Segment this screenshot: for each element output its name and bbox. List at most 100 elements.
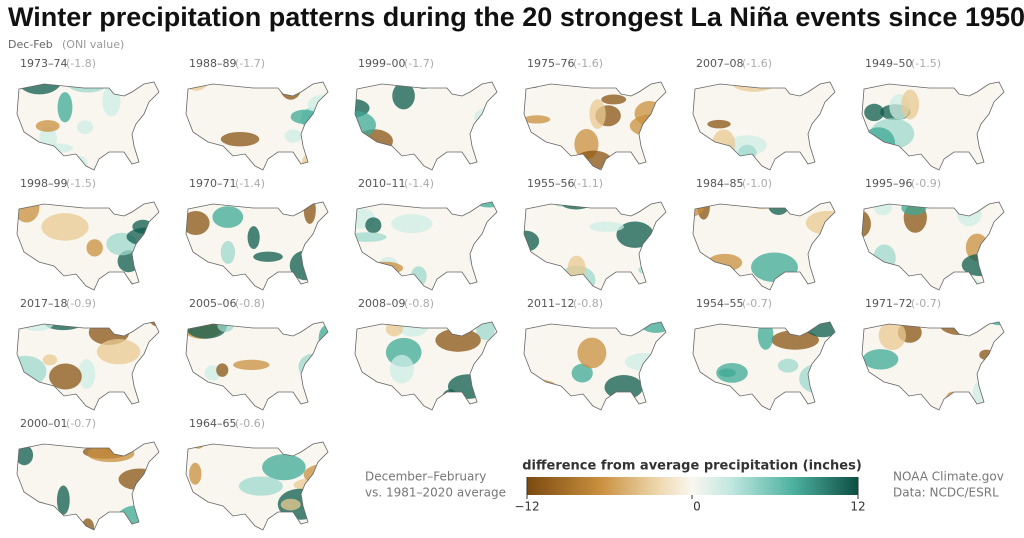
- precip-area: [57, 92, 73, 123]
- panel-years: 1954–55: [696, 297, 744, 310]
- precip-area: [96, 338, 141, 365]
- precip-area: [751, 252, 798, 282]
- precip-area: [524, 230, 540, 252]
- panel-years: 1999–00: [358, 57, 406, 70]
- precip-area: [543, 399, 583, 410]
- precip-area: [303, 463, 328, 486]
- us-map: [185, 441, 329, 531]
- map-panel: 1970–71(-1.4): [185, 177, 329, 291]
- precip-area: [238, 476, 283, 496]
- us-map: [185, 321, 329, 411]
- precip-area: [979, 349, 994, 361]
- precip-area: [519, 311, 559, 320]
- precip-area: [738, 144, 757, 162]
- precip-area: [186, 442, 211, 444]
- map-panel: 1954–55(-0.7): [692, 297, 836, 411]
- legend-title: difference from average precipitation (i…: [522, 459, 862, 474]
- precip-area: [186, 322, 227, 339]
- precip-area: [56, 485, 70, 515]
- baseline-note: vs. 1981–2020 average: [365, 486, 506, 500]
- precip-area: [132, 219, 154, 234]
- precip-area: [189, 462, 202, 485]
- precip-area: [49, 363, 82, 390]
- panel-years: 1984–85: [696, 177, 744, 190]
- precip-area: [81, 518, 95, 530]
- us-map: [523, 81, 667, 171]
- panel-oni: (-1.7): [404, 57, 434, 70]
- legend-colorbar: [527, 477, 858, 495]
- precip-area: [78, 359, 96, 390]
- map-panel: 2011–12(-0.8): [519, 297, 667, 411]
- precip-area: [524, 82, 543, 89]
- us-map: [519, 311, 667, 411]
- precip-area: [944, 391, 960, 410]
- precip-area: [102, 84, 121, 117]
- panel-oni: (-1.4): [235, 177, 265, 190]
- precip-area: [811, 134, 825, 152]
- panel-oni: (-0.9): [66, 297, 96, 310]
- panel-oni: (-0.7): [911, 297, 941, 310]
- panel-oni: (-1.5): [66, 177, 96, 190]
- panel-oni: (-1.7): [235, 57, 265, 70]
- precip-area: [878, 322, 907, 351]
- precip-area: [864, 103, 885, 122]
- precip-area: [693, 202, 704, 217]
- precip-area: [77, 120, 94, 135]
- precip-area: [78, 202, 107, 205]
- precip-area: [730, 82, 778, 92]
- us-map: [354, 201, 498, 291]
- map-panel: 2017–18(-0.9): [16, 297, 160, 411]
- precip-area: [37, 143, 74, 154]
- map-panel: 2008–09(-0.8): [354, 297, 498, 411]
- precip-area: [410, 266, 427, 287]
- subtitle: Dec-Feb: [8, 38, 53, 51]
- precip-area: [757, 322, 774, 350]
- precip-area: [21, 501, 47, 510]
- us-map: [692, 81, 836, 171]
- precip-area: [972, 378, 999, 406]
- precip-area: [624, 352, 666, 372]
- precip-area: [571, 363, 593, 383]
- us-map: [16, 201, 160, 291]
- precip-area: [635, 322, 666, 333]
- precip-area: [216, 363, 229, 377]
- map-panel: 1995–96(-0.9): [861, 177, 1005, 291]
- panel-oni: (-0.7): [742, 297, 772, 310]
- precip-area: [812, 122, 828, 134]
- panel-oni: (-1.1): [573, 177, 603, 190]
- panel-years: 1955–56: [527, 177, 575, 190]
- precip-area: [965, 278, 982, 290]
- us-map: [861, 321, 1005, 411]
- precip-area: [575, 150, 612, 170]
- precip-area: [41, 213, 89, 241]
- precip-area: [874, 202, 893, 216]
- precip-area: [186, 210, 210, 236]
- panel-oni: (-1.6): [742, 57, 772, 70]
- period-note: December–February: [365, 470, 486, 484]
- precip-area: [805, 210, 835, 235]
- precip-area: [391, 214, 433, 234]
- us-map: [185, 201, 329, 291]
- panel-oni: (-0.8): [235, 297, 265, 310]
- precip-area: [126, 227, 159, 247]
- map-panel: 1975–76(-1.6): [523, 57, 667, 171]
- precip-area: [220, 240, 236, 265]
- us-map: [692, 321, 836, 411]
- panel-years: 1975–76: [527, 57, 575, 70]
- precip-area: [17, 355, 47, 387]
- precip-area: [901, 202, 927, 216]
- panel-oni: (-0.8): [573, 297, 603, 310]
- map-panel: 2000–01(-0.7): [16, 417, 160, 531]
- map-panel: 2007–08(-1.6): [692, 57, 836, 171]
- precip-area: [901, 89, 920, 120]
- precip-area: [589, 221, 624, 232]
- precip-area: [253, 251, 283, 262]
- precip-area: [771, 330, 819, 350]
- precip-area: [601, 94, 627, 105]
- precip-area: [262, 454, 306, 481]
- precip-area: [567, 255, 586, 283]
- panel-years: 2011–12: [527, 297, 575, 310]
- precip-area: [389, 354, 415, 384]
- us-map: [523, 201, 667, 291]
